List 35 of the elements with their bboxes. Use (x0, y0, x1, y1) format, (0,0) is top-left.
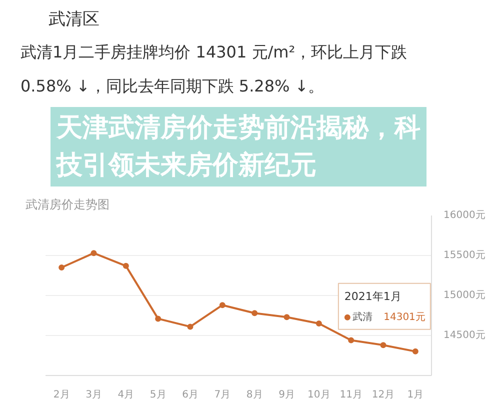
point (380, 342, 386, 348)
point (90, 250, 97, 256)
point (348, 337, 354, 344)
chart-subtitle: 武清房价走势图 (26, 198, 110, 212)
y-tick-label: 15000元 (444, 290, 486, 301)
x-tick-label: 12月 (372, 390, 395, 400)
x-tick-label: 5月 (150, 390, 166, 400)
x-tick-label: 9月 (278, 390, 295, 400)
x-tick-label: 11月 (340, 390, 362, 400)
x-tick-label: 3月 (86, 390, 102, 400)
x-tick-label: 8月 (246, 390, 263, 400)
legend-label: 武清 (352, 310, 372, 323)
point (316, 320, 322, 326)
point (187, 324, 194, 330)
x-tick-label: 1月 (407, 390, 424, 400)
point (284, 314, 290, 320)
point (122, 262, 129, 269)
text: 武清1月二手房挂牌均价 14301 元/m²，环比上月下跌 0.58% ↓，同比去年同期下跌 5.28% ↓。 (20, 42, 408, 96)
x-tick-label: 10月 (308, 390, 330, 400)
x-tick-label: 2月 (53, 390, 70, 400)
y-tick-label: 16000元 (444, 210, 486, 221)
point (155, 316, 162, 322)
x-tick-label: 6月 (182, 390, 198, 400)
x-tick-label: 7月 (214, 390, 231, 400)
point (252, 310, 258, 316)
point (412, 348, 418, 354)
data-label: 14301元 (384, 312, 426, 323)
point (219, 302, 226, 308)
y-tick-label: 15500元 (444, 250, 486, 261)
text: 武清区 (48, 10, 100, 30)
chart-title: 天津武清房价走势前沿揭秘，科技引领未来房价新纪元 (56, 113, 420, 180)
point (58, 264, 65, 270)
x-tick-label: 4月 (118, 390, 134, 400)
annotation: 2021年1月 (344, 290, 402, 303)
y-tick-label: 14500元 (444, 330, 486, 341)
